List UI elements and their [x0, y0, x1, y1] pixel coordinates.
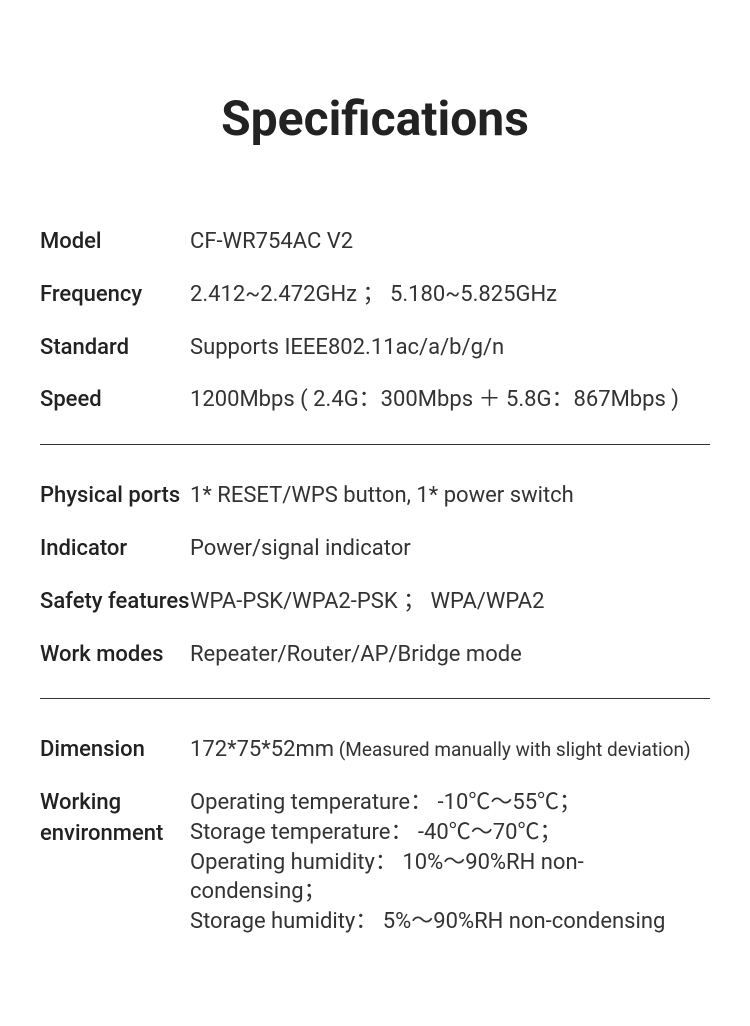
- spec-value-physical-ports: 1* RESET/WPS button, 1* power switch: [190, 481, 710, 512]
- spec-value-speed: 1200Mbps ( 2.4G：300Mbps ＋ 5.8G：867Mbps ): [190, 385, 710, 416]
- spec-value-standard: Supports IEEE802.11ac/a/b/g/n: [190, 333, 710, 364]
- spec-value-frequency: 2.412~2.472GHz ； 5.180~5.825GHz: [190, 280, 710, 311]
- spec-section-3: Dimension 172*75*52mm (Measured manually…: [40, 735, 710, 936]
- spec-label-frequency: Frequency: [40, 280, 190, 311]
- spec-label-work-modes: Work modes: [40, 640, 190, 671]
- spec-value-indicator: Power/signal indicator: [190, 534, 710, 565]
- spec-row: Safety features WPA-PSK/WPA2-PSK ； WPA/W…: [40, 587, 710, 618]
- spec-value-working-environment: Operating temperature： -10℃～55℃；Storage …: [190, 788, 710, 936]
- spec-label-physical-ports: Physical ports: [40, 481, 190, 512]
- spec-row: Indicator Power/signal indicator: [40, 534, 710, 565]
- spec-row: Model CF-WR754AC V2: [40, 227, 710, 258]
- spec-value-model: CF-WR754AC V2: [190, 227, 710, 258]
- spec-row: Dimension 172*75*52mm (Measured manually…: [40, 735, 710, 766]
- spec-label-standard: Standard: [40, 333, 190, 364]
- spec-label-model: Model: [40, 227, 190, 258]
- spec-value-safety-features: WPA-PSK/WPA2-PSK ； WPA/WPA2: [190, 587, 710, 618]
- spec-row: Work modes Repeater/Router/AP/Bridge mod…: [40, 640, 710, 671]
- spec-label-working-environment: Working environment: [40, 788, 190, 850]
- spec-value-work-modes: Repeater/Router/AP/Bridge mode: [190, 640, 710, 671]
- spec-row: Frequency 2.412~2.472GHz ； 5.180~5.825GH…: [40, 280, 710, 311]
- dimension-note: (Measured manually with slight deviation…: [334, 738, 691, 761]
- spec-section-2: Physical ports 1* RESET/WPS button, 1* p…: [40, 481, 710, 699]
- spec-section-1: Model CF-WR754AC V2 Frequency 2.412~2.47…: [40, 227, 710, 445]
- spec-row: Standard Supports IEEE802.11ac/a/b/g/n: [40, 333, 710, 364]
- spec-row: Physical ports 1* RESET/WPS button, 1* p…: [40, 481, 710, 512]
- spec-row: Speed 1200Mbps ( 2.4G：300Mbps ＋ 5.8G：867…: [40, 385, 710, 416]
- spec-label-indicator: Indicator: [40, 534, 190, 565]
- dimension-main: 172*75*52mm: [190, 737, 334, 762]
- spec-label-speed: Speed: [40, 385, 190, 416]
- page-title: Specifications: [40, 90, 710, 147]
- spec-value-dimension: 172*75*52mm (Measured manually with slig…: [190, 735, 710, 766]
- spec-row: Working environment Operating temperatur…: [40, 788, 710, 936]
- spec-label-safety-features: Safety features: [40, 587, 190, 618]
- spec-label-dimension: Dimension: [40, 735, 190, 766]
